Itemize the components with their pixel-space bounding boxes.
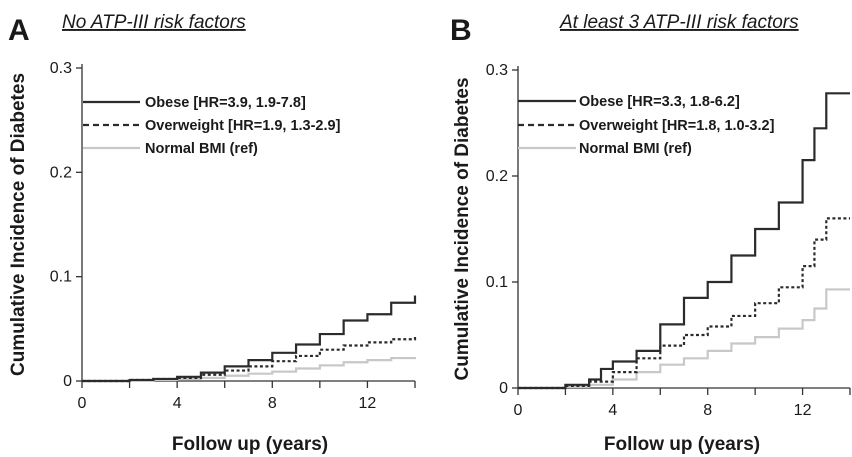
x-tick-label: 8 bbox=[703, 402, 712, 419]
y-tick-label: 0 bbox=[499, 380, 508, 397]
series-line-overweight bbox=[82, 336, 417, 383]
y-tick-label: 0.2 bbox=[50, 164, 72, 181]
y-tick-label: 0.3 bbox=[50, 60, 72, 77]
legend-label-overweight: Overweight [HR=1.8, 1.0-3.2] bbox=[579, 118, 775, 134]
x-tick-label: 8 bbox=[268, 395, 277, 412]
x-tick-label: 4 bbox=[173, 395, 182, 412]
x-tick-label: 12 bbox=[359, 395, 377, 412]
series-line-obese bbox=[82, 295, 417, 383]
y-tick-label: 0 bbox=[63, 373, 72, 390]
x-tick-label: 4 bbox=[608, 402, 617, 419]
x-tick-label: 0 bbox=[514, 402, 523, 419]
y-axis-label: Cumulative Incidence of Diabetes bbox=[452, 77, 473, 380]
panel-b: B At least 3 ATP-III risk factors 0 0.1 0.2 0… bbox=[450, 12, 851, 455]
legend-label-normal: Normal BMI (ref) bbox=[145, 141, 258, 157]
y-tick-label: 0.2 bbox=[486, 168, 508, 185]
x-tick-label: 0 bbox=[78, 395, 87, 412]
x-axis-label: Follow up (years) bbox=[172, 434, 328, 455]
panel-letter: A bbox=[8, 14, 30, 47]
panel-title: No ATP-III risk factors bbox=[62, 12, 246, 33]
legend-label-normal: Normal BMI (ref) bbox=[579, 141, 692, 157]
panel-letter: B bbox=[450, 14, 472, 47]
y-tick-label: 0.3 bbox=[486, 62, 508, 79]
series-line-overweight bbox=[518, 217, 850, 390]
legend-label-obese: Obese [HR=3.9, 1.9-7.8] bbox=[145, 95, 306, 111]
series-line-normal bbox=[518, 288, 850, 390]
legend-label-obese: Obese [HR=3.3, 1.8-6.2] bbox=[579, 94, 740, 110]
x-tick-label: 12 bbox=[794, 402, 812, 419]
panel-title: At least 3 ATP-III risk factors bbox=[559, 12, 799, 33]
y-axis-label: Cumulative Incidence of Diabetes bbox=[8, 73, 29, 376]
series-line-obese bbox=[518, 92, 850, 390]
legend-label-overweight: Overweight [HR=1.9, 1.3-2.9] bbox=[145, 118, 341, 134]
panel-a: A No ATP-III risk factors 0 0.1 0.2 0.3 0 4 8 12 C… bbox=[8, 12, 417, 455]
x-axis-label: Follow up (years) bbox=[604, 434, 760, 455]
y-tick-label: 0.1 bbox=[486, 274, 508, 291]
y-tick-label: 0.1 bbox=[50, 269, 72, 286]
